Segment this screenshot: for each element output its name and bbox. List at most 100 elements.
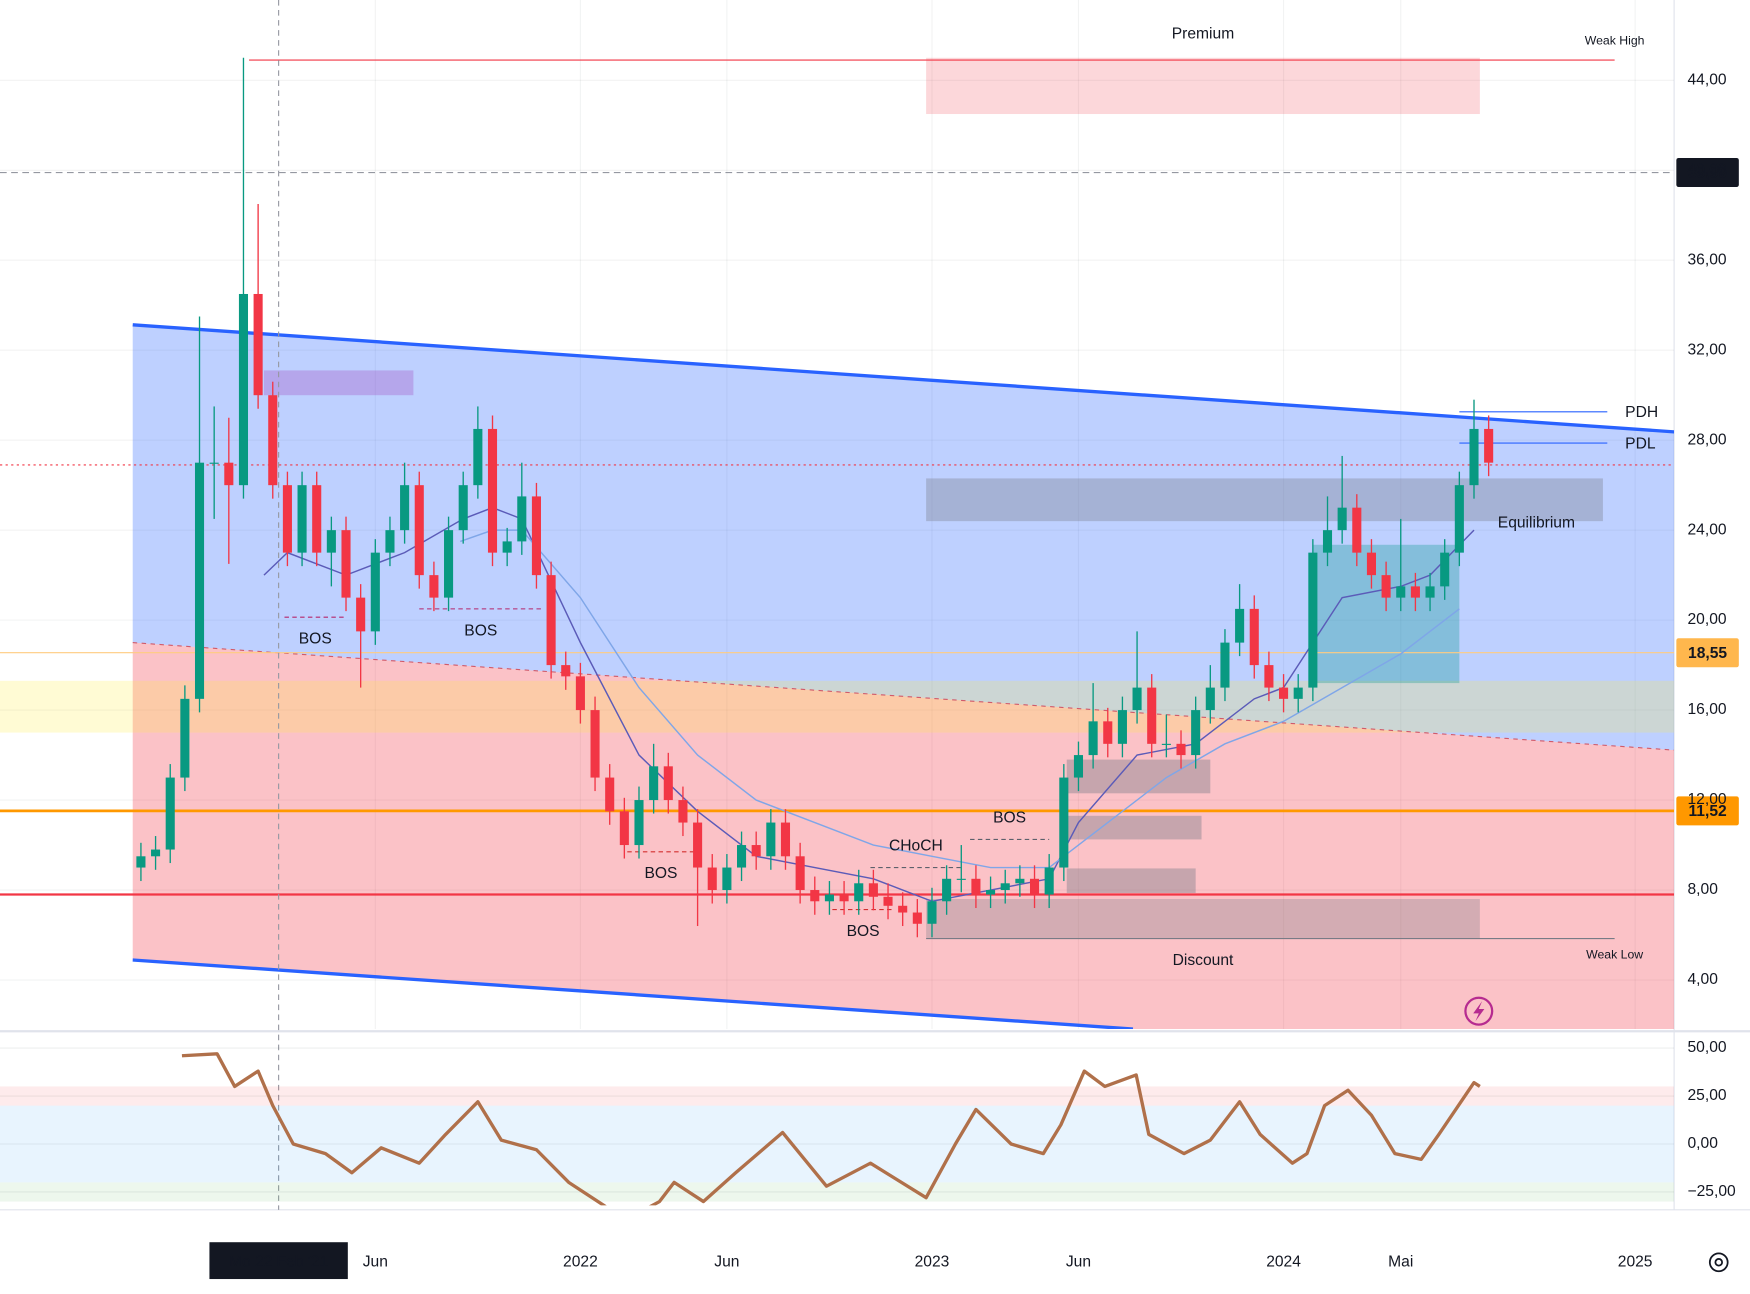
candle-body bbox=[312, 485, 322, 553]
candle-body bbox=[1410, 586, 1420, 598]
alert-icon[interactable] bbox=[1464, 996, 1494, 1026]
candle-body bbox=[151, 849, 161, 857]
candle-body bbox=[502, 541, 512, 553]
candle-body bbox=[898, 905, 908, 913]
alert-bolt[interactable] bbox=[1473, 1001, 1485, 1022]
candle-body bbox=[238, 293, 249, 486]
candle-body bbox=[517, 496, 527, 542]
candle-body bbox=[136, 856, 146, 868]
oscillator-band bbox=[0, 1182, 1675, 1202]
settings-icon[interactable] bbox=[1708, 1252, 1729, 1273]
price-label: 39,90 bbox=[1688, 165, 1727, 182]
candle-body bbox=[1176, 743, 1186, 756]
candle-body bbox=[839, 894, 849, 902]
y-tick-label: 20,00 bbox=[1688, 611, 1727, 628]
x-tick-label: 2022 bbox=[563, 1253, 598, 1270]
candle-body bbox=[795, 856, 805, 891]
settings-gear[interactable] bbox=[1708, 1252, 1729, 1273]
structure-label: BOS bbox=[847, 923, 880, 940]
candle-body bbox=[1088, 721, 1098, 756]
y-tick-label: 40,00 bbox=[1688, 161, 1727, 178]
channel-upper-fill bbox=[132, 324, 1675, 751]
candle-body bbox=[1425, 586, 1435, 598]
candle-body bbox=[590, 710, 600, 778]
candle-body bbox=[751, 845, 761, 857]
candle-body bbox=[356, 597, 366, 632]
candle-body bbox=[678, 800, 688, 823]
y-tick-label: 50,00 bbox=[1688, 1039, 1727, 1056]
price-label-box bbox=[1676, 638, 1739, 668]
candle-body bbox=[722, 867, 732, 891]
candle-body bbox=[194, 462, 205, 699]
zone-label: Discount bbox=[1173, 952, 1234, 969]
candle-body bbox=[1454, 485, 1464, 553]
oscillator-band bbox=[0, 1086, 1675, 1106]
candle-body bbox=[1029, 878, 1040, 895]
candle-body bbox=[736, 845, 747, 868]
candle-body bbox=[1000, 883, 1010, 891]
settings-hub[interactable] bbox=[1714, 1258, 1723, 1267]
x-tick-label: 2024 bbox=[1266, 1253, 1301, 1270]
candle-body bbox=[1396, 586, 1406, 598]
candle-body bbox=[400, 485, 410, 531]
candle-body bbox=[370, 552, 380, 632]
zone bbox=[1066, 815, 1202, 840]
y-tick-label: −25,00 bbox=[1688, 1183, 1736, 1200]
candle-body bbox=[1059, 777, 1069, 868]
structure-label: BOS bbox=[993, 809, 1026, 826]
structure-label: BOS bbox=[644, 865, 677, 882]
structure-label: BOS bbox=[464, 622, 497, 639]
candle-body bbox=[1484, 428, 1494, 463]
y-tick-label: 4,00 bbox=[1688, 971, 1719, 988]
candle-body bbox=[780, 822, 791, 857]
candle-body bbox=[854, 883, 864, 902]
candle-body bbox=[766, 822, 776, 857]
candle-body bbox=[297, 485, 307, 553]
candle-body bbox=[326, 530, 336, 553]
structure-label: CHoCH bbox=[889, 837, 943, 854]
candle-body bbox=[253, 293, 263, 396]
candle-body bbox=[1366, 552, 1376, 576]
x-tick-label: 2025 bbox=[1618, 1253, 1653, 1270]
y-tick-label: 24,00 bbox=[1688, 521, 1727, 538]
candle-body bbox=[649, 766, 659, 801]
candle-body bbox=[385, 530, 395, 553]
candle-body bbox=[942, 878, 952, 902]
x-tick-label: Jun bbox=[714, 1253, 739, 1270]
candle-body bbox=[224, 462, 234, 486]
candle-body bbox=[1235, 608, 1245, 643]
price-label: 18,55 bbox=[1688, 645, 1727, 662]
candle-body bbox=[1220, 642, 1230, 688]
candle-body bbox=[531, 496, 541, 576]
y-tick-label: 44,00 bbox=[1688, 71, 1727, 88]
candle-body bbox=[1337, 507, 1347, 531]
y-tick-label: 32,00 bbox=[1688, 341, 1727, 358]
candle-body bbox=[1264, 665, 1274, 688]
channel-lower-fill bbox=[132, 642, 1675, 1030]
price-label: 11,52 bbox=[1688, 803, 1727, 820]
price-label-box bbox=[1676, 158, 1739, 188]
candle-body bbox=[1293, 687, 1303, 699]
candle-body bbox=[927, 901, 937, 924]
candle-body bbox=[209, 462, 219, 464]
candle-body bbox=[986, 890, 996, 895]
candle-body bbox=[575, 676, 585, 711]
price-label-box bbox=[1676, 796, 1739, 826]
y-tick-label: 28,00 bbox=[1688, 431, 1727, 448]
channel-line bbox=[132, 958, 1134, 1030]
zone-label: Equilibrium bbox=[1498, 515, 1575, 532]
y-tick-label: 36,00 bbox=[1688, 251, 1727, 268]
oscillator-line bbox=[181, 1052, 1481, 1206]
zone bbox=[263, 370, 414, 396]
candle-body bbox=[912, 912, 922, 924]
candle-body bbox=[1322, 530, 1333, 553]
y-tick-label: 12,00 bbox=[1688, 791, 1727, 808]
candle-body bbox=[810, 890, 820, 902]
candle-body bbox=[341, 530, 351, 598]
candle-body bbox=[282, 485, 292, 553]
candle-body bbox=[268, 395, 278, 486]
candle-body bbox=[1073, 755, 1084, 778]
zone bbox=[926, 478, 1603, 522]
